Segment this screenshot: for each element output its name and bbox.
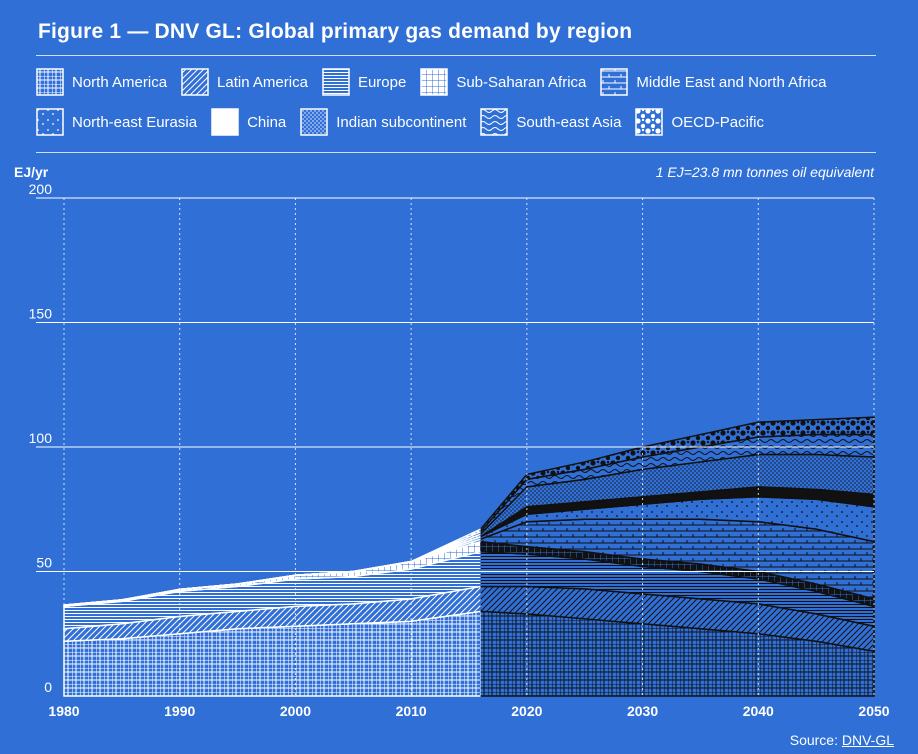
legend-label: North-east Eurasia — [72, 113, 198, 131]
horizontal-lines-icon — [322, 68, 350, 96]
legend-item: North-east Eurasia — [36, 108, 197, 136]
y-axis-unit: EJ/yr — [14, 164, 49, 180]
x-tick-label: 2020 — [511, 703, 542, 719]
legend-label: China — [247, 113, 287, 131]
area-forecast-south-east-asia — [480, 433, 875, 535]
legend-label: North America — [72, 73, 168, 91]
diagonal-hatch-icon — [181, 68, 209, 96]
x-tick-label: 2030 — [627, 703, 658, 719]
solid-fill-icon — [211, 108, 239, 136]
y-tick-label: 100 — [29, 430, 53, 446]
legend-item: South-east Asia — [480, 108, 621, 136]
y-tick-label: 0 — [44, 679, 52, 695]
x-tick-label: 2010 — [396, 703, 427, 719]
circles-pattern-icon — [635, 108, 664, 136]
area-forecast-sub-saharan-africa — [480, 540, 875, 608]
x-tick-label: 1990 — [164, 703, 195, 719]
y-tick-label: 150 — [29, 306, 53, 322]
area-forecast-europe — [480, 550, 875, 628]
legend-label: Indian subcontinent — [336, 113, 467, 131]
source-link[interactable]: DNV-GL — [841, 732, 894, 748]
legend-item: China — [211, 108, 286, 136]
legend-label: Middle East and North Africa — [636, 73, 827, 91]
legend-label: OECD-Pacific — [671, 113, 764, 131]
conversion-note: 1 EJ=23.8 mn tonnes oil equivalent — [655, 164, 874, 180]
area-oecd-pacific — [63, 528, 481, 606]
area-forecast-north-america — [480, 610, 875, 697]
legend-row: North America Latin America Europe Sub-Saha… — [36, 62, 882, 102]
wavy-lines-icon — [480, 108, 509, 136]
forecast-areas — [480, 416, 875, 697]
brick-pattern-icon — [600, 68, 629, 96]
legend-item: OECD-Pacific — [635, 108, 764, 136]
x-tick-label: 1980 — [48, 703, 79, 719]
stacked-area-chart: 0 50 100 150 200 1980 1990 2000 2010 2020 2030 2040… — [29, 181, 890, 719]
legend-label: Sub-Saharan Africa — [456, 73, 587, 91]
x-tick-label: 2040 — [743, 703, 774, 719]
area-forecast-oecd-pacific — [480, 416, 875, 533]
legend-row: North-east Eurasia China Indian subcontine… — [36, 102, 882, 142]
x-tick-label: 2050 — [858, 703, 889, 719]
area-forecast-china — [480, 486, 875, 538]
area-forecast-latin-america — [480, 585, 875, 653]
area-forecast-middle-east-and-north-africa — [480, 518, 875, 600]
legend: North America Latin America Europe Sub-Saha… — [36, 62, 882, 142]
divider — [36, 55, 876, 56]
x-tick-label: 2000 — [280, 703, 311, 719]
legend-label: South-east Asia — [516, 113, 622, 131]
legend-label: Latin America — [217, 73, 308, 91]
area-forecast-indian-subcontinent — [480, 453, 875, 538]
source-prefix: Source: — [789, 732, 842, 748]
legend-item: North America — [36, 68, 167, 96]
dense-grid-icon — [420, 68, 449, 96]
y-tick-label: 50 — [36, 555, 52, 571]
dense-dots-icon — [300, 108, 329, 136]
legend-item: Indian subcontinent — [300, 108, 466, 136]
page-title: Figure 1 — DNV GL: Global primary gas de… — [38, 20, 633, 43]
legend-item: Latin America — [181, 68, 308, 96]
divider — [36, 152, 876, 153]
y-tick-label: 200 — [29, 181, 53, 197]
legend-item: Sub-Saharan Africa — [420, 68, 586, 96]
legend-label: Europe — [357, 73, 407, 91]
legend-item: Europe — [322, 68, 406, 96]
legend-item: Middle East and North Africa — [600, 68, 826, 96]
grid-pattern-icon — [36, 68, 64, 96]
sparse-dots-icon — [36, 108, 64, 136]
source-line: Source: DNV-GL — [790, 732, 894, 748]
